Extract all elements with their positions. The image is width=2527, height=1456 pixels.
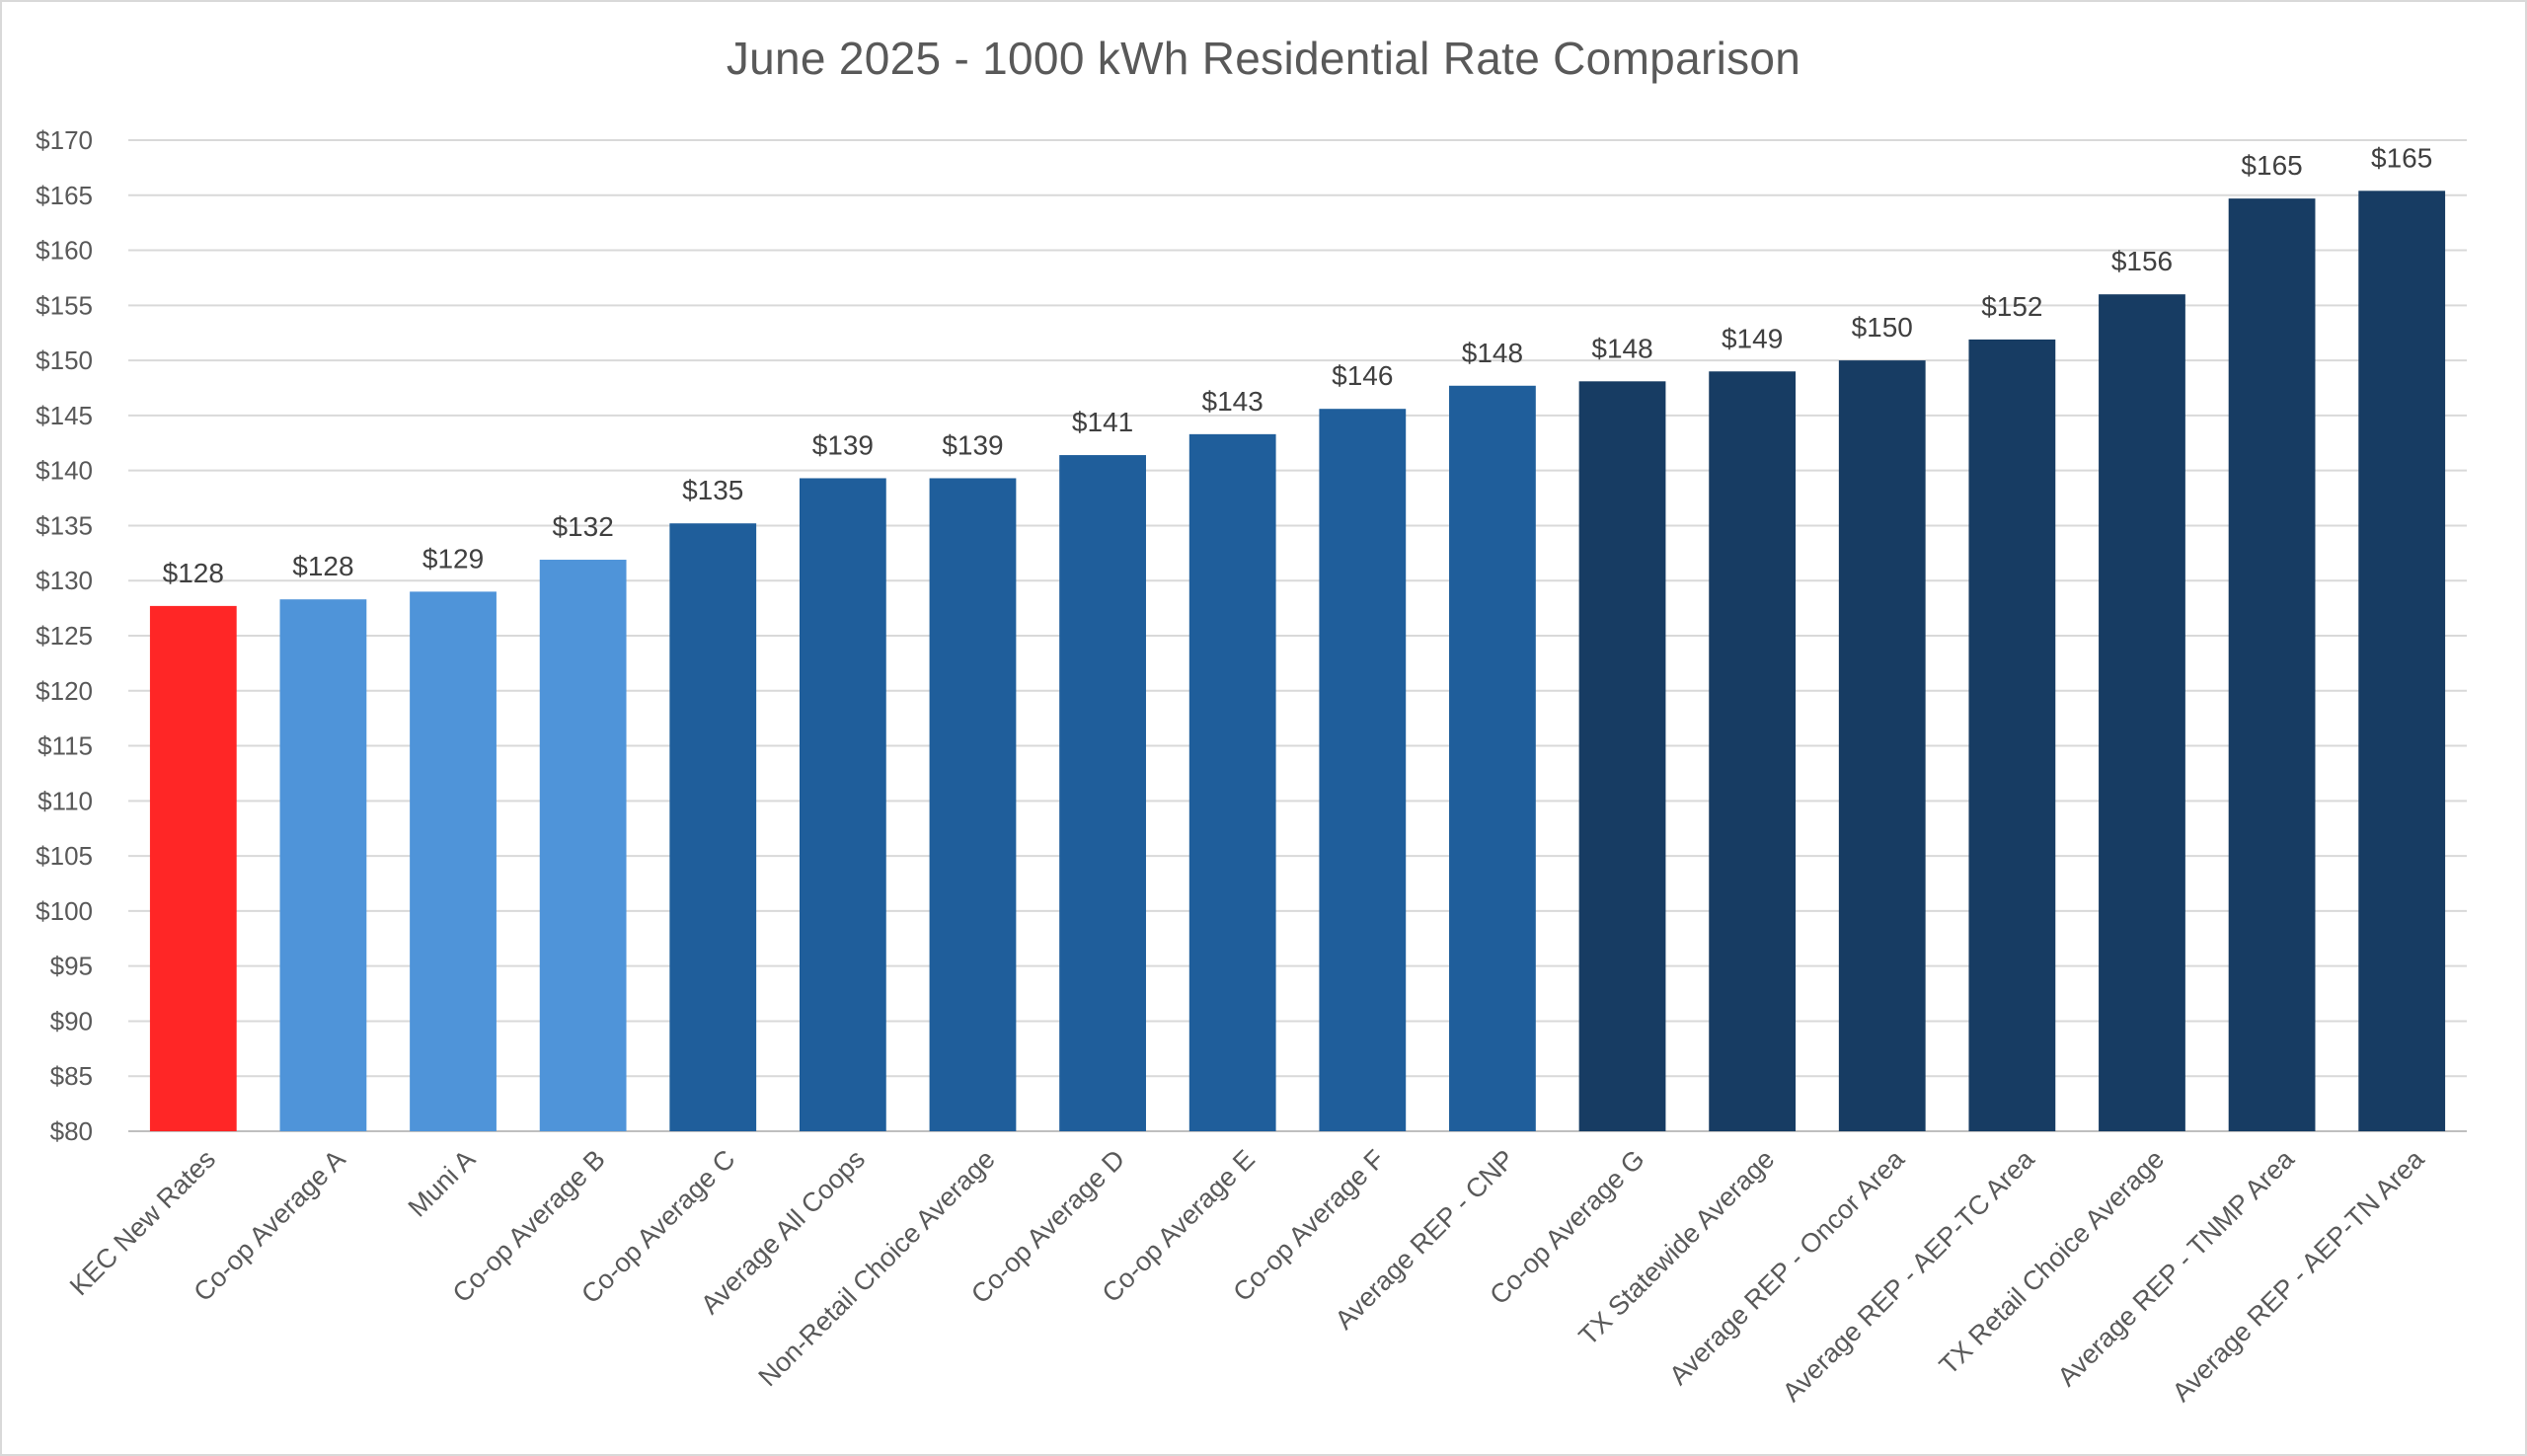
category-label: TX Retail Choice Average <box>1934 1144 2170 1380</box>
bar <box>1838 360 1926 1132</box>
y-tick-label: $165 <box>36 181 93 210</box>
data-label: $150 <box>1852 312 1913 343</box>
data-label: $156 <box>2111 246 2173 276</box>
bar <box>410 591 497 1131</box>
y-tick-label: $135 <box>36 510 93 540</box>
y-tick-label: $145 <box>36 401 93 430</box>
y-tick-label: $140 <box>36 456 93 486</box>
y-tick-label: $125 <box>36 621 93 651</box>
data-label: $139 <box>942 429 1003 460</box>
y-tick-label: $155 <box>36 290 93 320</box>
y-tick-label: $110 <box>38 786 93 815</box>
data-label: $152 <box>1981 291 2042 322</box>
category-label: Average REP - TNMP Area <box>2052 1143 2301 1392</box>
bars <box>149 191 2446 1132</box>
y-tick-label: $100 <box>36 896 93 926</box>
data-label: $148 <box>1462 338 1523 368</box>
data-label: $146 <box>1332 360 1393 391</box>
y-tick-label: $80 <box>50 1116 93 1146</box>
y-axis-ticks: $80 $85 $90 $95 $100 $105 $110 $115 $120 $125 $130… <box>36 125 93 1146</box>
y-tick-label: $90 <box>50 1006 93 1035</box>
bar <box>539 560 627 1131</box>
data-label: $132 <box>552 511 613 542</box>
bar <box>1578 381 1666 1132</box>
data-label: $165 <box>2241 150 2302 181</box>
data-label: $128 <box>292 551 353 581</box>
data-label: $165 <box>2371 142 2432 173</box>
y-tick-label: $85 <box>50 1061 93 1091</box>
bar <box>1968 339 2056 1132</box>
data-label: $128 <box>163 558 224 588</box>
data-label: $141 <box>1072 407 1133 437</box>
bar <box>1709 371 1797 1131</box>
y-tick-label: $115 <box>38 731 93 761</box>
data-label: $148 <box>1591 333 1652 363</box>
bar <box>1188 433 1276 1131</box>
y-tick-label: $105 <box>36 841 93 871</box>
y-tick-label: $170 <box>36 125 93 155</box>
category-label: Average REP - AEP-TN Area <box>2167 1143 2430 1407</box>
bar <box>799 478 886 1131</box>
y-tick-label: $130 <box>36 566 93 595</box>
gridlines <box>128 139 2467 1132</box>
y-tick-label: $160 <box>36 236 93 266</box>
bar <box>1449 385 1536 1131</box>
category-label: Non-Retail Choice Average <box>753 1144 1001 1392</box>
data-labels: $128 $128 $129 $132 $135 $139 $139 $141 $143 $146… <box>163 142 2433 588</box>
bar <box>2228 198 2316 1131</box>
bar <box>2099 294 2185 1132</box>
bar <box>149 605 237 1131</box>
bar <box>1059 455 1146 1131</box>
category-label: Average REP - Oncor Area <box>1663 1143 1910 1390</box>
bar <box>929 478 1017 1131</box>
bar <box>2358 191 2446 1131</box>
bar <box>279 599 367 1131</box>
data-label: $143 <box>1202 386 1264 417</box>
category-label: Muni A <box>403 1144 482 1223</box>
y-tick-label: $95 <box>50 952 93 981</box>
data-label: $135 <box>682 475 743 505</box>
y-tick-label: $150 <box>36 345 93 375</box>
data-label: $139 <box>812 429 874 460</box>
category-label: Average REP - AEP-TC Area <box>1777 1143 2040 1407</box>
y-tick-label: $120 <box>36 676 93 706</box>
data-label: $129 <box>422 543 484 574</box>
bar <box>669 523 757 1131</box>
data-label: $149 <box>1722 323 1783 353</box>
bar <box>1319 409 1407 1131</box>
chart-title: June 2025 - 1000 kWh Residential Rate Co… <box>726 33 1801 84</box>
